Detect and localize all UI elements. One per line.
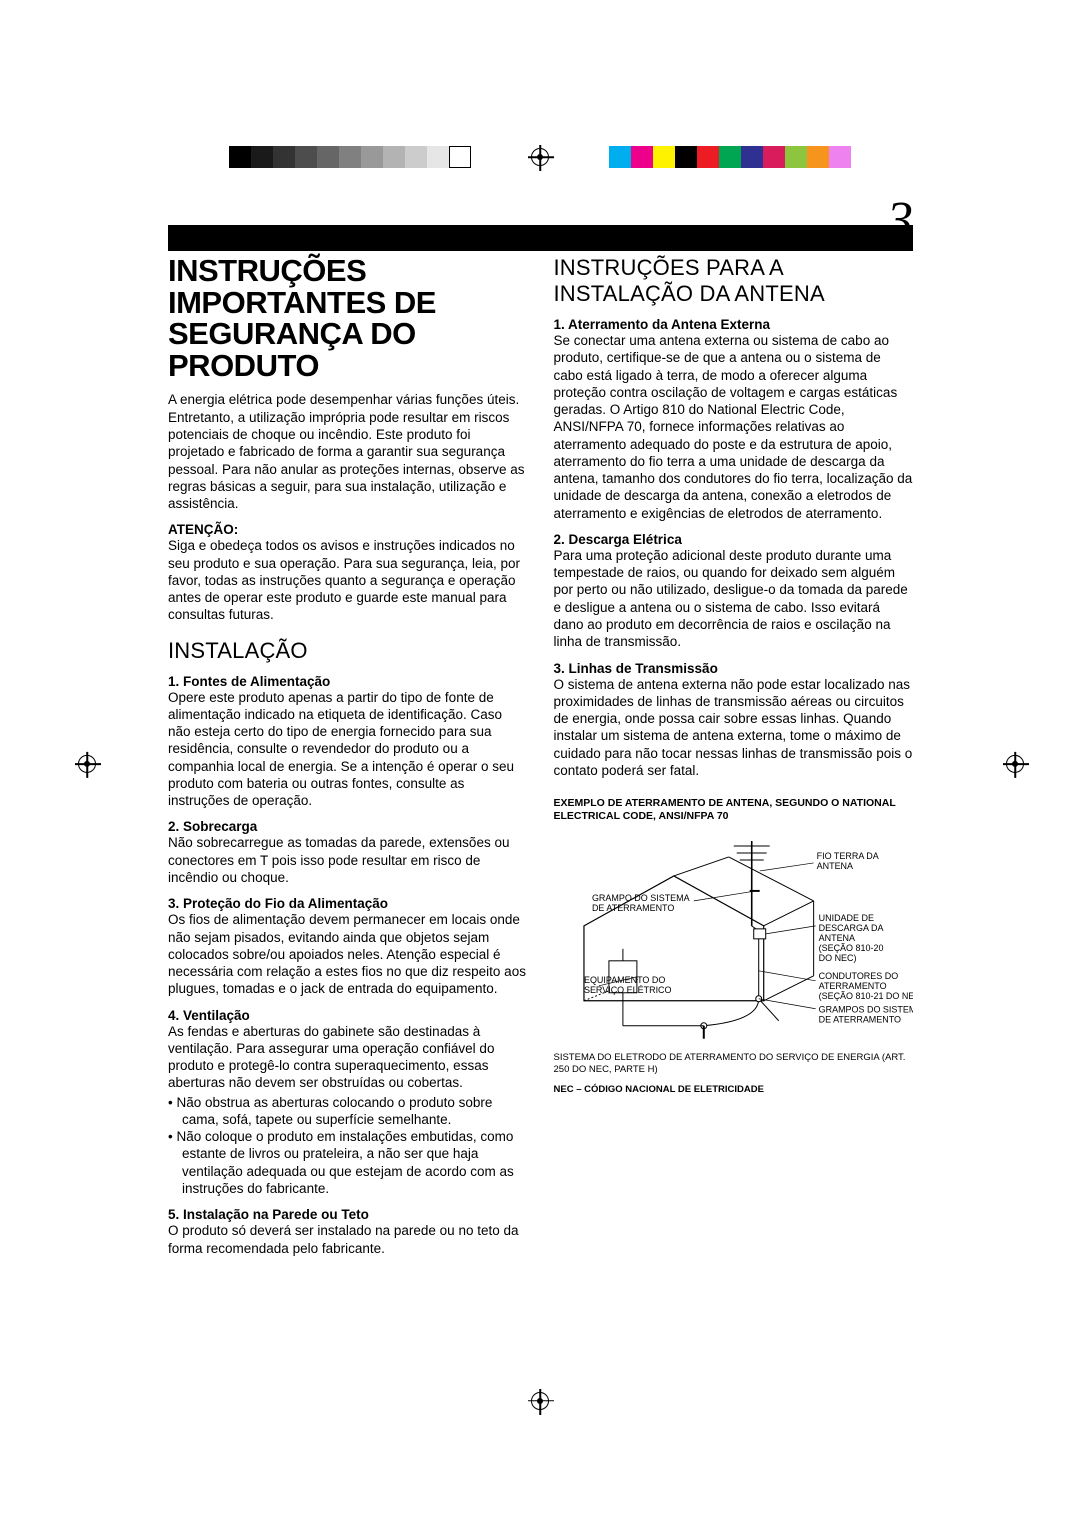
page-content: 3 INSTRUÇÕES IMPORTANTES DE SEGURANÇA DO… xyxy=(168,225,913,1257)
color-swatch xyxy=(675,146,697,168)
registration-target-right xyxy=(1006,755,1024,773)
antena-heading: INSTRUÇÕES PARA A INSTALAÇÃO DA ANTENA xyxy=(554,255,914,307)
intro-paragraph: A energia elétrica pode desempenhar vári… xyxy=(168,391,528,512)
label-clamp-top: GRAMPO DO SISTEMADE ATERRAMENTO xyxy=(591,893,689,913)
numbered-item: 4. VentilaçãoAs fendas e aberturas do ga… xyxy=(168,1008,528,1198)
grayscale-swatch xyxy=(339,146,361,168)
main-title: INSTRUÇÕES IMPORTANTES DE SEGURANÇA DO P… xyxy=(168,255,528,381)
label-conductors: CONDUTORES DOATERRAMENTO(SEÇÃO 810-21 DO… xyxy=(818,971,913,1001)
bullet: Não obstrua as aberturas colocando o pro… xyxy=(168,1094,528,1129)
registration-target-icon xyxy=(531,148,549,166)
item-heading: 3. Linhas de Transmissão xyxy=(554,661,914,676)
item-body: As fendas e aberturas do gabinete são de… xyxy=(168,1023,528,1092)
label-discharge: UNIDADE DEDESCARGA DAANTENA(SEÇÃO 810-20… xyxy=(818,913,883,963)
registration-target-bottom xyxy=(531,1392,549,1410)
grayscale-swatch xyxy=(405,146,427,168)
right-column: INSTRUÇÕES PARA A INSTALAÇÃO DA ANTENA 1… xyxy=(554,255,914,1257)
diagram-footer: NEC – CÓDIGO NACIONAL DE ELETRICIDADE xyxy=(554,1084,914,1096)
grayscale-swatch xyxy=(229,146,251,168)
color-swatch xyxy=(829,146,851,168)
label-service: EQUIPAMENTO DOSERVIÇO ELÉTRICO xyxy=(583,975,671,995)
color-swatch xyxy=(741,146,763,168)
left-column: INSTRUÇÕES IMPORTANTES DE SEGURANÇA DO P… xyxy=(168,255,528,1257)
diagram-electrode-note: SISTEMA DO ELETRODO DE ATERRAMENTO DO SE… xyxy=(554,1052,914,1076)
item-heading: 2. Descarga Elétrica xyxy=(554,532,914,547)
item-bullets: Não obstrua as aberturas colocando o pro… xyxy=(168,1094,528,1198)
grayscale-swatch xyxy=(273,146,295,168)
color-swatch xyxy=(807,146,829,168)
color-swatch xyxy=(785,146,807,168)
numbered-item: 2. Descarga ElétricaPara uma proteção ad… xyxy=(554,532,914,651)
item-body: Se conectar uma antena externa ou sistem… xyxy=(554,332,914,522)
color-swatch xyxy=(653,146,675,168)
item-heading: 1. Aterramento da Antena Externa xyxy=(554,317,914,332)
atencao-body: Siga e obedeça todos os avisos e instruç… xyxy=(168,537,528,623)
color-swatch xyxy=(763,146,785,168)
grayscale-swatch xyxy=(427,146,449,168)
item-heading: 4. Ventilação xyxy=(168,1008,528,1023)
item-body: Para uma proteção adicional deste produt… xyxy=(554,547,914,651)
chapter-bar xyxy=(168,225,913,251)
printer-registration-bar xyxy=(0,146,1080,168)
item-body: Os fios de alimentação devem permanecer … xyxy=(168,911,528,997)
color-swatch xyxy=(631,146,653,168)
color-swatch xyxy=(697,146,719,168)
registration-target-left xyxy=(78,755,96,773)
numbered-item: 1. Aterramento da Antena ExternaSe conec… xyxy=(554,317,914,522)
grayscale-swatch xyxy=(383,146,405,168)
item-heading: 5. Instalação na Parede ou Teto xyxy=(168,1207,528,1222)
label-clamps-bot: GRAMPOS DO SISTEMADE ATERRAMENTO xyxy=(818,1005,913,1025)
item-heading: 1. Fontes de Alimentação xyxy=(168,674,528,689)
numbered-item: 2. SobrecargaNão sobrecarregue as tomada… xyxy=(168,819,528,886)
grayscale-swatch xyxy=(317,146,339,168)
numbered-item: 3. Proteção do Fio da AlimentaçãoOs fios… xyxy=(168,896,528,997)
grounding-diagram: FIO TERRA DAANTENA GRAMPO DO SISTEMADE A… xyxy=(554,831,914,1046)
item-heading: 3. Proteção do Fio da Alimentação xyxy=(168,896,528,911)
color-swatch xyxy=(609,146,631,168)
item-body: O sistema de antena externa não pode est… xyxy=(554,676,914,780)
grayscale-swatch xyxy=(361,146,383,168)
label-lead-in: FIO TERRA DAANTENA xyxy=(816,851,878,871)
item-heading: 2. Sobrecarga xyxy=(168,819,528,834)
instalacao-heading: INSTALAÇÃO xyxy=(168,638,528,664)
bullet: Não coloque o produto em instalações emb… xyxy=(168,1128,528,1197)
diagram-caption: EXEMPLO DE ATERRAMENTO DE ANTENA, SEGUND… xyxy=(554,797,914,823)
item-body: O produto só deverá ser instalado na par… xyxy=(168,1222,528,1257)
grayscale-swatch xyxy=(251,146,273,168)
item-body: Não sobrecarregue as tomadas da parede, … xyxy=(168,834,528,886)
grayscale-swatch xyxy=(295,146,317,168)
color-swatch xyxy=(719,146,741,168)
grayscale-swatch xyxy=(449,146,471,168)
numbered-item: 3. Linhas de TransmissãoO sistema de ant… xyxy=(554,661,914,780)
atencao-label: ATENÇÃO: xyxy=(168,522,528,537)
item-body: Opere este produto apenas a partir do ti… xyxy=(168,689,528,810)
numbered-item: 5. Instalação na Parede ou TetoO produto… xyxy=(168,1207,528,1257)
numbered-item: 1. Fontes de AlimentaçãoOpere este produ… xyxy=(168,674,528,810)
